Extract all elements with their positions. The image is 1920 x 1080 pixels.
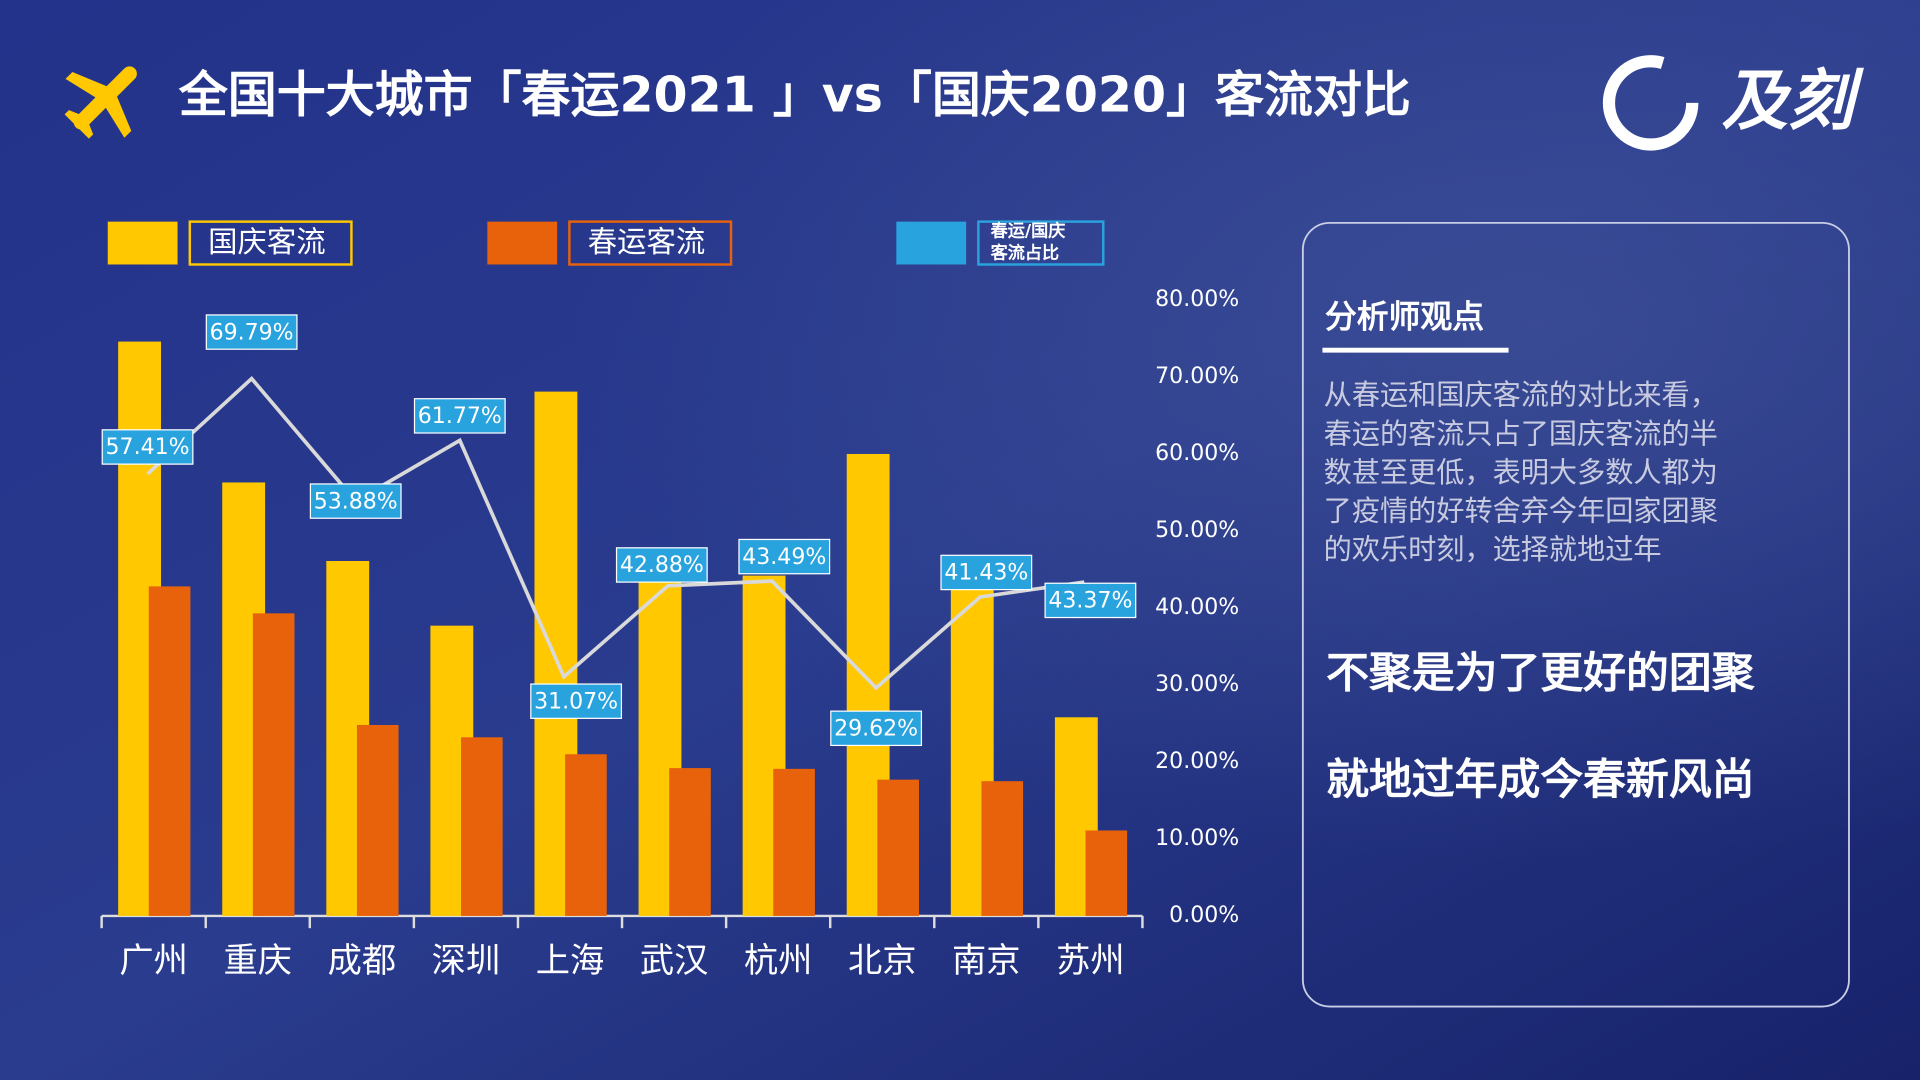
y-tick-label: 40.00%: [1155, 595, 1239, 620]
data-label: 41.43%: [944, 561, 1028, 586]
data-label-box: [615, 547, 708, 583]
y-tick-label: 80.00%: [1155, 287, 1239, 312]
legend-box: [188, 220, 353, 266]
data-label: 42.88%: [620, 553, 704, 578]
x-tick-label: 上海: [536, 941, 605, 981]
plane-icon: [64, 66, 137, 139]
x-tick-label: 武汉: [640, 941, 709, 981]
panel-paragraph-line: 的欢乐时刻，选择就地过年: [1324, 533, 1662, 566]
y-tick-label: 20.00%: [1155, 749, 1239, 774]
data-label-box: [738, 538, 831, 575]
data-label-box: [530, 683, 623, 719]
legend-label: 国庆客流: [208, 225, 326, 259]
legend-label: 春运/国庆客流占比: [990, 220, 1067, 263]
data-label-box: [309, 483, 402, 519]
data-label-box: [413, 398, 506, 434]
bar: [981, 781, 1024, 916]
y-tick-label: 70.00%: [1155, 364, 1239, 389]
x-tick-label: 北京: [848, 941, 917, 981]
data-label: 53.88%: [314, 489, 398, 514]
legend-box: [977, 220, 1105, 266]
bar: [669, 768, 711, 916]
data-label: 57.41%: [106, 435, 190, 460]
panel-frame: [1301, 221, 1850, 1008]
x-tick-label: 苏州: [1056, 941, 1125, 981]
data-label-box: [205, 314, 298, 350]
x-tick-label: 广州: [119, 941, 188, 981]
panel-paragraph-line: 春运的客流只占了国庆客流的半: [1324, 417, 1718, 450]
data-label-box: [940, 554, 1033, 591]
line: [146, 375, 1085, 691]
data-label: 61.77%: [418, 404, 502, 429]
panel-slogan: 就地过年成今春新风尚: [1326, 755, 1754, 805]
bar: [565, 754, 607, 916]
panel-paragraph-line: 从春运和国庆客流的对比来看，: [1324, 379, 1718, 412]
bar: [461, 737, 503, 916]
y-tick-label: 60.00%: [1155, 441, 1239, 466]
legend-swatch: [107, 221, 178, 265]
logo: 及刻: [1602, 55, 1865, 151]
bar: [877, 779, 919, 916]
x-tick-label: 南京: [952, 941, 1021, 981]
x-tick-label: 成都: [328, 941, 397, 981]
legend-label: 春运客流: [588, 225, 706, 259]
panel-heading: 分析师观点: [1325, 297, 1484, 335]
legend-swatch: [487, 221, 558, 265]
panel-slogan: 不聚是为了更好的团聚: [1326, 648, 1756, 698]
data-label: 43.37%: [1048, 589, 1132, 614]
panel-paragraph-line: 了疫情的好转舍弃今年回家团聚: [1324, 494, 1718, 527]
x-tick-label: 杭州: [744, 941, 813, 981]
y-tick-label: 0.00%: [1169, 903, 1239, 928]
bar: [356, 724, 399, 916]
data-label-box: [1044, 582, 1137, 619]
logo-text: 及刻: [1722, 62, 1865, 139]
data-label: 69.79%: [210, 320, 294, 345]
bar: [148, 586, 191, 916]
data-label: 43.49%: [742, 545, 826, 570]
panel-paragraph-line: 数甚至更低，表明大多数人都为: [1324, 456, 1718, 489]
chart-title: 全国十大城市「春运2021 」vs「国庆2020」客流对比: [178, 66, 1411, 123]
y-tick-label: 50.00%: [1155, 518, 1239, 543]
x-tick-label: 深圳: [432, 941, 501, 981]
legend-box: [568, 220, 733, 266]
bar: [773, 768, 815, 916]
bar: [252, 613, 295, 916]
data-label-box: [101, 429, 194, 465]
y-tick-label: 10.00%: [1155, 826, 1239, 851]
x-tick-label: 重庆: [223, 941, 292, 981]
legend-swatch: [896, 221, 967, 265]
bar: [1085, 830, 1128, 916]
y-tick-label: 30.00%: [1155, 672, 1239, 697]
data-label: 31.07%: [534, 689, 618, 714]
data-label-box: [830, 710, 923, 747]
data-label: 29.62%: [834, 717, 918, 742]
